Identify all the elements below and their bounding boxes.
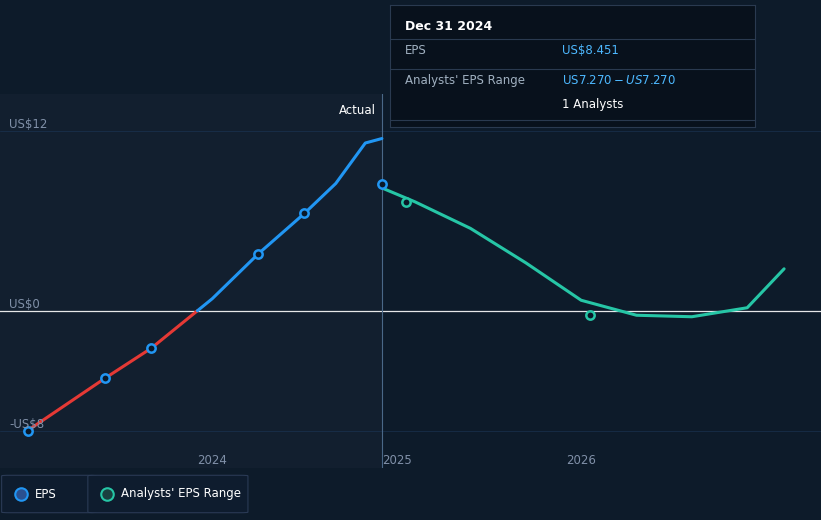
Text: Analysts Forecasts: Analysts Forecasts [391, 104, 501, 117]
Text: -US$8: -US$8 [9, 418, 44, 431]
Text: EPS: EPS [34, 488, 56, 500]
Text: US$8.451: US$8.451 [562, 44, 618, 57]
Text: Dec 31 2024: Dec 31 2024 [405, 20, 492, 33]
Text: 2026: 2026 [566, 453, 596, 466]
FancyBboxPatch shape [2, 475, 96, 513]
Text: US$12: US$12 [9, 118, 48, 131]
Text: Analysts' EPS Range: Analysts' EPS Range [121, 488, 241, 500]
Text: US$7.270 - US$7.270: US$7.270 - US$7.270 [562, 74, 676, 87]
Bar [0, 94, 382, 468]
Text: Actual: Actual [339, 104, 376, 117]
Text: US$0: US$0 [9, 298, 40, 311]
FancyBboxPatch shape [88, 475, 248, 513]
Text: Analysts' EPS Range: Analysts' EPS Range [405, 74, 525, 87]
Text: 2024: 2024 [197, 453, 227, 466]
Text: 1 Analysts: 1 Analysts [562, 98, 623, 111]
Text: 2025: 2025 [382, 453, 411, 466]
Text: EPS: EPS [405, 44, 426, 57]
